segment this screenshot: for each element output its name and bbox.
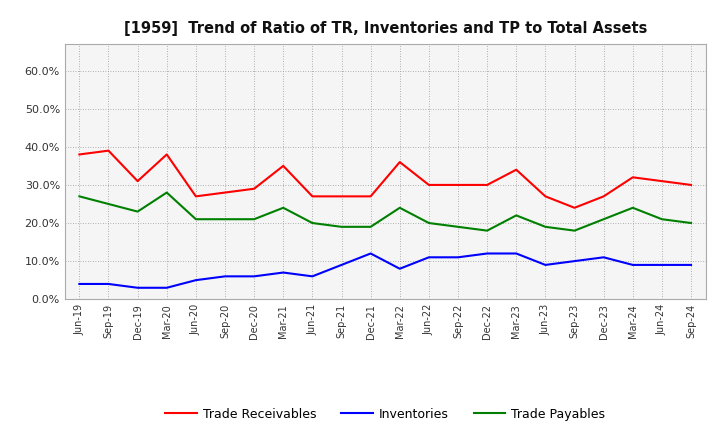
Inventories bbox=[687, 262, 696, 268]
Trade Receivables bbox=[454, 182, 462, 187]
Inventories bbox=[250, 274, 258, 279]
Trade Receivables bbox=[570, 205, 579, 210]
Inventories bbox=[395, 266, 404, 271]
Trade Payables bbox=[454, 224, 462, 230]
Trade Receivables bbox=[308, 194, 317, 199]
Trade Receivables bbox=[541, 194, 550, 199]
Inventories bbox=[366, 251, 375, 256]
Trade Payables bbox=[279, 205, 287, 210]
Trade Payables bbox=[687, 220, 696, 226]
Trade Receivables bbox=[279, 163, 287, 169]
Trade Payables bbox=[425, 220, 433, 226]
Inventories bbox=[483, 251, 492, 256]
Inventories bbox=[425, 255, 433, 260]
Trade Payables bbox=[220, 216, 229, 222]
Trade Receivables bbox=[687, 182, 696, 187]
Line: Trade Receivables: Trade Receivables bbox=[79, 150, 691, 208]
Trade Payables bbox=[541, 224, 550, 230]
Inventories bbox=[75, 281, 84, 286]
Line: Trade Payables: Trade Payables bbox=[79, 193, 691, 231]
Trade Payables bbox=[337, 224, 346, 230]
Trade Payables bbox=[366, 224, 375, 230]
Trade Receivables bbox=[220, 190, 229, 195]
Trade Payables bbox=[599, 216, 608, 222]
Trade Receivables bbox=[192, 194, 200, 199]
Inventories bbox=[629, 262, 637, 268]
Trade Receivables bbox=[104, 148, 113, 153]
Line: Inventories: Inventories bbox=[79, 253, 691, 288]
Inventories bbox=[192, 278, 200, 283]
Trade Payables bbox=[163, 190, 171, 195]
Trade Receivables bbox=[512, 167, 521, 172]
Trade Receivables bbox=[599, 194, 608, 199]
Trade Receivables bbox=[629, 175, 637, 180]
Trade Receivables bbox=[75, 152, 84, 157]
Trade Payables bbox=[250, 216, 258, 222]
Trade Payables bbox=[104, 202, 113, 207]
Legend: Trade Receivables, Inventories, Trade Payables: Trade Receivables, Inventories, Trade Pa… bbox=[161, 403, 610, 425]
Inventories bbox=[570, 258, 579, 264]
Trade Receivables bbox=[366, 194, 375, 199]
Trade Receivables bbox=[395, 159, 404, 165]
Trade Receivables bbox=[483, 182, 492, 187]
Trade Payables bbox=[629, 205, 637, 210]
Inventories bbox=[337, 262, 346, 268]
Trade Receivables bbox=[133, 179, 142, 184]
Inventories bbox=[308, 274, 317, 279]
Inventories bbox=[512, 251, 521, 256]
Trade Payables bbox=[133, 209, 142, 214]
Trade Payables bbox=[75, 194, 84, 199]
Trade Receivables bbox=[337, 194, 346, 199]
Inventories bbox=[104, 281, 113, 286]
Trade Payables bbox=[512, 213, 521, 218]
Trade Receivables bbox=[250, 186, 258, 191]
Inventories bbox=[133, 285, 142, 290]
Trade Payables bbox=[483, 228, 492, 233]
Inventories bbox=[220, 274, 229, 279]
Inventories bbox=[541, 262, 550, 268]
Inventories bbox=[599, 255, 608, 260]
Trade Payables bbox=[308, 220, 317, 226]
Title: [1959]  Trend of Ratio of TR, Inventories and TP to Total Assets: [1959] Trend of Ratio of TR, Inventories… bbox=[124, 21, 647, 36]
Trade Receivables bbox=[657, 179, 666, 184]
Inventories bbox=[279, 270, 287, 275]
Trade Receivables bbox=[425, 182, 433, 187]
Trade Receivables bbox=[163, 152, 171, 157]
Trade Payables bbox=[570, 228, 579, 233]
Trade Payables bbox=[395, 205, 404, 210]
Trade Payables bbox=[192, 216, 200, 222]
Trade Payables bbox=[657, 216, 666, 222]
Inventories bbox=[163, 285, 171, 290]
Inventories bbox=[657, 262, 666, 268]
Inventories bbox=[454, 255, 462, 260]
